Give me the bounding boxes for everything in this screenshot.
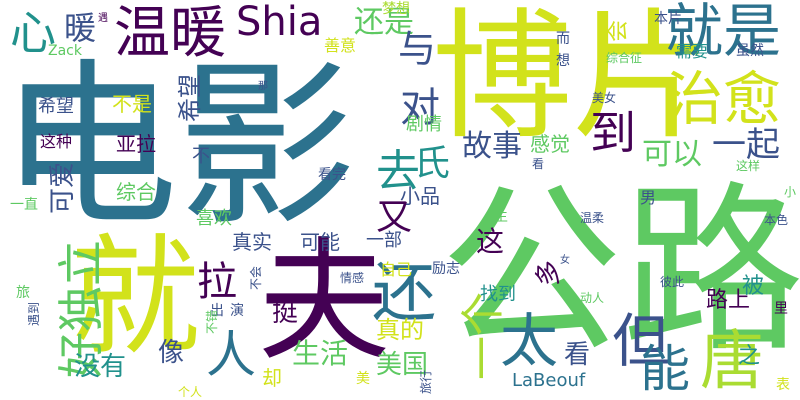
word-yu: 与 [398, 27, 437, 71]
word-dianying: 电影 [0, 43, 356, 250]
word-labeouf: LaBeouf [512, 370, 586, 391]
word-gonglu: 公路 [440, 165, 800, 377]
word-chu: 出 [210, 303, 224, 319]
word-zhaodao: 找到 [480, 284, 516, 305]
word-bopian: 博片 [432, 0, 713, 159]
word-nv: 女 [560, 255, 570, 266]
word-zack: Zack [48, 43, 82, 59]
word-yu2: 遇 [98, 13, 108, 24]
word-yiqi: 一起 [712, 125, 780, 165]
word-mengxiang: 梦想 [382, 1, 410, 17]
word-geren: 个人 [178, 385, 203, 399]
word-wennuan: 温暖 [114, 1, 226, 66]
word-mei: 美 [356, 371, 370, 387]
word-dui: 对 [400, 85, 440, 131]
word-meinv: 美女 [592, 91, 617, 105]
word-jiu: 就 [70, 221, 201, 373]
word-hui: 会 [606, 19, 631, 42]
word-kan-b: 看 [532, 157, 545, 171]
word-suiran: 虽然 [736, 43, 764, 59]
word-dan: 但 [612, 307, 671, 375]
word-bu: 不 [192, 146, 210, 167]
word-ren: 人 [206, 326, 256, 384]
word-lizhi: 励志 [432, 261, 460, 277]
word-la: 拉 [197, 259, 237, 305]
word-lu: 旅 [16, 285, 30, 301]
word-zhezhong: 这种 [40, 132, 73, 151]
word-yudao: 遇到 [27, 301, 41, 326]
word-shenghuo: 生活 [292, 337, 349, 370]
word-benpian: 本片 [654, 11, 682, 27]
word-zhe: 这 [476, 225, 505, 258]
word-yala: 亚拉 [116, 132, 156, 156]
word-lvxing: 旅行 [419, 369, 433, 394]
word-xin: 心 [10, 6, 56, 60]
word-duo: 多 [534, 259, 564, 286]
word-xiaopin: 小品 [400, 184, 440, 208]
word-bei: 被 [742, 274, 765, 299]
word-xiwang-a: 希望 [38, 96, 74, 117]
word-qinggan: 情感 [340, 271, 365, 285]
word-bici: 彼此 [660, 275, 685, 289]
word-buhui: 不会 [249, 265, 263, 290]
word-dao: 到 [590, 106, 636, 160]
word-meiguo: 美国 [376, 350, 429, 380]
word-bucuo: 不错 [205, 309, 219, 334]
word-neng: 能 [640, 340, 690, 398]
word-que: 却 [262, 366, 282, 390]
word-tang: 唐 [700, 325, 764, 399]
word-keneng: 可能 [300, 230, 340, 254]
word-xiao: 小 [784, 185, 797, 199]
word-zhiyu: 治愈 [665, 65, 782, 133]
word-nan: 男 [640, 188, 657, 207]
word-ziji: 自己 [380, 260, 413, 279]
word-ganjue: 感觉 [530, 132, 570, 156]
word-biao: 表 [776, 377, 790, 393]
word-keyi: 可以 [642, 137, 702, 172]
word-bense: 本色 [764, 213, 789, 227]
word-kanwan: 看完 [318, 167, 346, 183]
word-keai: 可爱 [48, 161, 78, 214]
word-yizhi: 一直 [10, 197, 38, 213]
word-tai: 太 [500, 307, 559, 375]
word-xiang2: 想 [556, 53, 570, 69]
word-lushang: 路上 [706, 288, 751, 313]
word-er: 而 [556, 31, 570, 47]
word-zheyang: 这样 [736, 159, 761, 173]
word-zhi: 之 [738, 344, 761, 369]
word-zonghe: 综合 [116, 180, 156, 204]
word-haishi: 还是 [354, 5, 414, 40]
word-zhenshi: 真实 [232, 230, 272, 254]
word-zonghezheng: 综合征 [606, 51, 643, 65]
word-shi: 氏 [414, 143, 451, 184]
word-you: 又 [376, 197, 413, 238]
word-dongren: 动人 [580, 291, 605, 305]
word-juqing: 剧情 [406, 114, 442, 135]
word-xihuan: 喜欢 [196, 208, 232, 229]
word-kan-a: 看 [564, 340, 591, 370]
word-jiushi: 就是 [665, 0, 782, 65]
word-xiwang-b: 希望 [176, 74, 204, 122]
word-xuyao: 需要 [676, 42, 709, 61]
word-zhu: 主 [494, 209, 508, 225]
word-shanyi: 善意 [324, 36, 357, 55]
word-na: 那 [258, 81, 268, 92]
word-meiyou: 没有 [74, 352, 127, 382]
word-gushi: 故事 [462, 129, 522, 164]
word-xiang: 像 [158, 338, 185, 368]
word-wenrou: 温柔 [580, 211, 605, 225]
word-qu: 去 [376, 146, 420, 197]
word-li: 里 [774, 301, 788, 317]
word-ting: 挺 [272, 298, 299, 328]
word-zhende: 真的 [376, 316, 424, 344]
word-shia: Shia [236, 0, 323, 45]
word-bushi: 不是 [112, 92, 152, 116]
word-yibu: 一部 [366, 230, 402, 251]
word-hai: 还 [372, 257, 436, 331]
word-fu: 夫 [258, 225, 390, 379]
word-yan: 演 [230, 303, 244, 319]
word-nuan: 暖 [64, 9, 97, 47]
